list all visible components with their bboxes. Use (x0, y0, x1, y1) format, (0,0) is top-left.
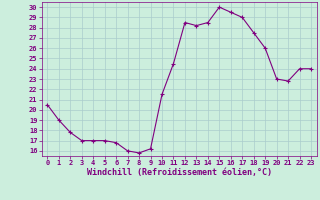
X-axis label: Windchill (Refroidissement éolien,°C): Windchill (Refroidissement éolien,°C) (87, 168, 272, 177)
